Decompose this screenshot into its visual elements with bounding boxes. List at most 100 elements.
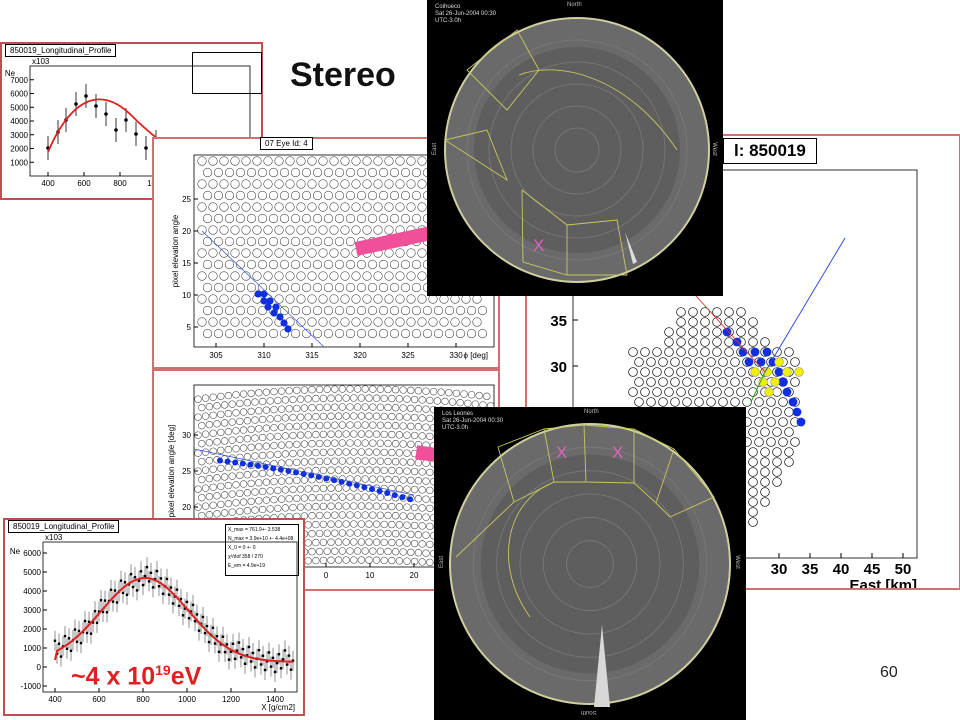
data-point (285, 663, 289, 666)
camera-pixel (198, 421, 206, 430)
camera-pixel (327, 538, 335, 546)
camera-pixel (270, 477, 278, 486)
camera-pixel (376, 385, 385, 393)
data-point (227, 658, 231, 661)
camera-pixel (334, 213, 345, 224)
data-point (111, 600, 115, 603)
camera-pixel (268, 167, 279, 178)
camera-pixel (307, 156, 317, 166)
camera-pixel (407, 386, 415, 395)
camera-pixel (380, 448, 388, 457)
camera-pixel (357, 394, 366, 402)
camera-pixel (373, 271, 383, 281)
triggered-station (782, 387, 792, 397)
camera-pixel (388, 556, 396, 565)
camera-pixel (365, 394, 373, 402)
detector-station (784, 447, 794, 457)
camera-pixel (251, 452, 259, 460)
camera-pixel (389, 282, 400, 293)
camera-pixel (301, 305, 312, 316)
data-point (261, 654, 265, 657)
data-point (53, 639, 57, 642)
camera-pixel (373, 225, 383, 235)
detector-station (772, 477, 782, 487)
camera-pixel (300, 440, 309, 448)
camera-pixel (241, 179, 251, 189)
camera-pixel (388, 484, 396, 493)
camera-pixel (213, 438, 221, 446)
camera-pixel (388, 448, 396, 457)
detector-station (634, 357, 644, 367)
camera-pixel (323, 529, 331, 537)
camera-pixel (340, 156, 350, 166)
data-point (104, 112, 108, 116)
camera-pixel (372, 502, 381, 510)
camera-pixel (268, 213, 279, 224)
camera-pixel (403, 449, 411, 457)
camera-pixel (444, 305, 455, 316)
camera-pixel (319, 466, 328, 475)
camera-pixel (224, 463, 233, 472)
camera-pixel (315, 421, 324, 430)
tower (594, 625, 610, 707)
camera-pixel (279, 213, 290, 224)
camera-pixel (455, 305, 466, 316)
camera-pixel (246, 236, 257, 247)
camera-pixel (334, 502, 343, 510)
data-point (237, 641, 241, 644)
camera-pixel (319, 430, 328, 439)
data-point (101, 610, 105, 614)
camera-pixel (340, 202, 350, 212)
camera-pixel (437, 388, 445, 396)
data-point (207, 640, 211, 644)
camera-pixel (312, 502, 320, 511)
sky-image-coihueco: Coihueco Sat 26-Jun-2004 00:30 UTC-3.0h … (427, 0, 723, 296)
camera-pixel (235, 167, 246, 178)
camera-pixel (372, 466, 381, 474)
camera-pixel (224, 282, 235, 293)
sky-top-info: Coihueco Sat 26-Jun-2004 00:30 UTC-3.0h (435, 4, 496, 25)
camera-pixel (340, 179, 350, 189)
camera-pixel (350, 466, 358, 474)
camera-pixel (274, 156, 284, 166)
camera-pixel (255, 479, 263, 487)
camera-pixel (395, 395, 404, 403)
camera-pixel (296, 202, 306, 212)
camera-pixel (296, 294, 306, 304)
camera-pixel (403, 539, 411, 547)
camera-pixel (329, 179, 339, 189)
camera-pixel (290, 259, 301, 270)
camera-pixel (262, 424, 271, 432)
detector-station (628, 347, 638, 357)
camera-pixel (290, 190, 301, 201)
camera-pixel (422, 531, 430, 539)
camera-pixel (345, 328, 356, 339)
camera-pixel (232, 499, 240, 507)
camera-pixel (281, 432, 290, 440)
camera-pixel (281, 504, 290, 512)
detector-station (772, 447, 782, 457)
camera-pixel (391, 512, 400, 520)
detector-station (724, 367, 734, 377)
camera-pixel (357, 448, 366, 456)
camera-pixel (380, 430, 388, 439)
camera-pixel (209, 393, 217, 401)
camera-pixel (224, 445, 233, 454)
camera-pixel (331, 511, 339, 519)
data-point (149, 571, 153, 574)
camera-pixel (209, 465, 217, 473)
camera-pixel (300, 494, 309, 502)
camera-pixel (319, 520, 328, 529)
detector-station (724, 387, 734, 397)
camera-pixel (376, 457, 385, 465)
detector-station (694, 397, 704, 407)
camera-pixel (353, 457, 362, 465)
camera-pixel (277, 477, 286, 485)
camera-pixel (340, 225, 350, 235)
camera-pixel (422, 477, 430, 485)
camera-pixel (319, 556, 328, 565)
camera-pixel (351, 271, 361, 281)
camera-pixel (281, 450, 290, 458)
camera-pixel (380, 394, 388, 403)
camera-pixel (202, 213, 213, 224)
